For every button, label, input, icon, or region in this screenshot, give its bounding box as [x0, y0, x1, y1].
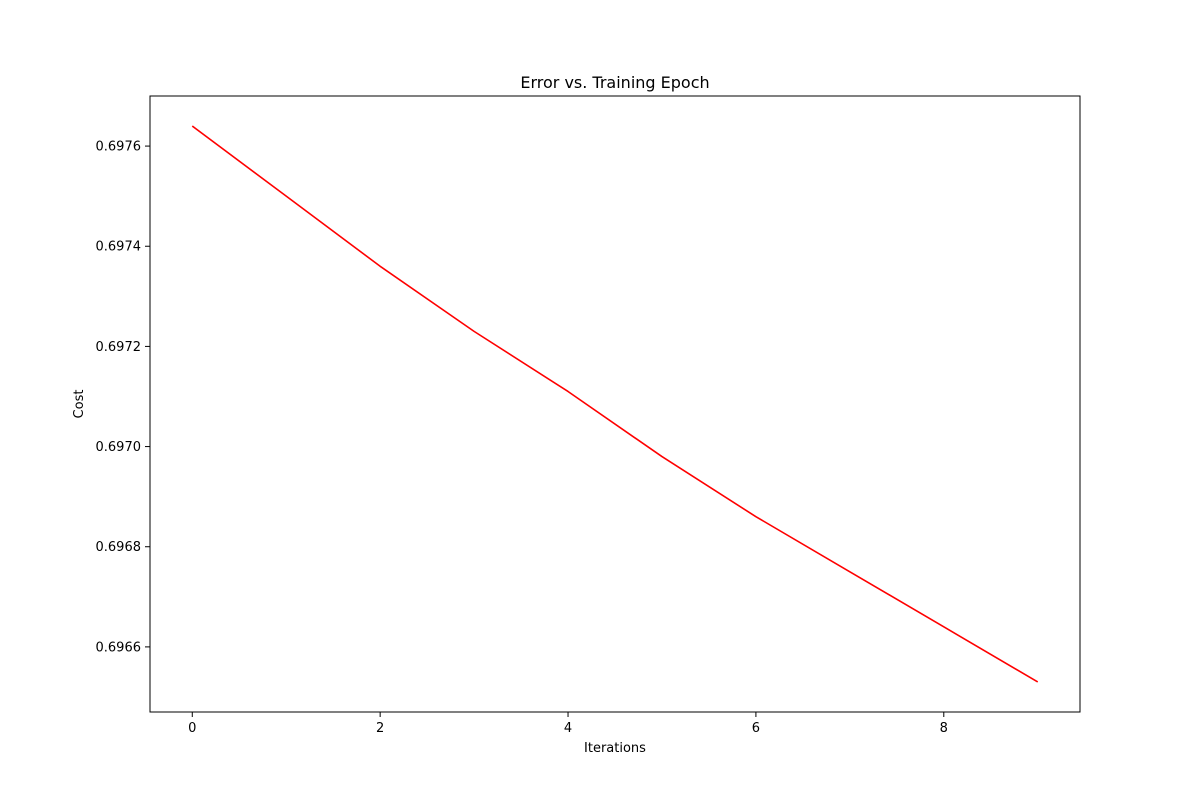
x-tick-label: 4: [564, 721, 572, 736]
y-tick-label: 0.6966: [96, 640, 142, 655]
x-axis: 0 2 4 6 8: [188, 712, 948, 736]
x-tick-label: 8: [940, 721, 948, 736]
x-tick-label: 2: [376, 721, 384, 736]
plot-area: [191, 125, 1039, 683]
chart-title: Error vs. Training Epoch: [520, 73, 709, 92]
x-tick-label: 6: [752, 721, 760, 736]
y-axis: 0.6966 0.6968 0.6970 0.6972 0.6974 0.6976: [96, 140, 150, 655]
y-tick-label: 0.6976: [96, 140, 142, 155]
plot-frame: [149, 95, 1081, 713]
x-tick-label: 0: [188, 721, 196, 736]
x-axis-label: Iterations: [584, 741, 646, 756]
y-tick-label: 0.6970: [96, 440, 142, 455]
series-line: [191, 125, 1039, 683]
y-tick-label: 0.6972: [96, 340, 142, 355]
y-axis-label: Cost: [72, 390, 87, 419]
y-tick-label: 0.6974: [96, 240, 142, 255]
y-tick-label: 0.6968: [96, 540, 142, 555]
